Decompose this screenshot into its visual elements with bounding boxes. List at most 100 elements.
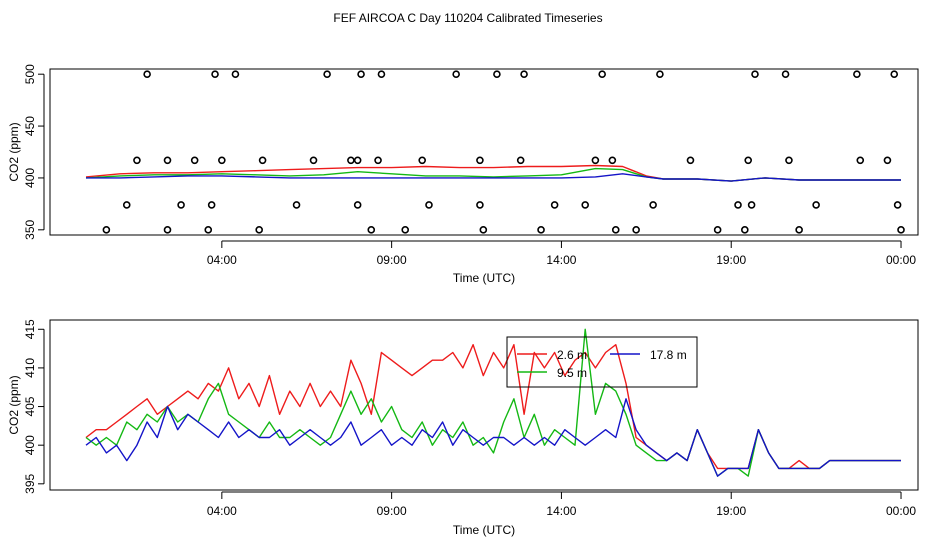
top-y-tick-label: 350 [23, 219, 37, 239]
bottom-x-tick-label: 19:00 [716, 504, 746, 518]
bottom-series-line-17-8-m [85, 398, 901, 477]
top-marker-point [785, 156, 793, 165]
top-x-tick-label: 14:00 [546, 253, 576, 267]
top-marker-point [292, 201, 301, 209]
top-marker-point [744, 156, 753, 165]
top-x-tick-label: 00:00 [886, 253, 916, 267]
top-marker-point [476, 201, 484, 209]
top-marker-point [353, 201, 362, 209]
figure-title: FEF AIRCOA C Day 110204 Calibrated Times… [333, 11, 602, 25]
bottom-series-line-9-5-m [85, 328, 901, 477]
top-marker-point [255, 226, 263, 234]
bottom-x-tick-label: 14:00 [546, 504, 576, 518]
top-marker-point [190, 156, 199, 165]
top-x-tick-label: 19:00 [716, 253, 746, 267]
top-marker-point [207, 201, 216, 209]
top-marker-point [897, 226, 905, 234]
top-y-tick-label: 500 [23, 64, 37, 84]
legend-label: 17.8 m [650, 348, 687, 362]
top-marker-point [377, 70, 386, 78]
top-marker-point [520, 70, 528, 78]
top-marker-point [418, 156, 426, 165]
legend-label: 9.5 m [557, 366, 587, 380]
bottom-y-axis-label: CO2 (ppm) [7, 375, 21, 434]
top-marker-point [452, 70, 460, 78]
top-marker-point [741, 226, 749, 234]
bottom-legend: 2.6 m 9.5 m 17.8 m [506, 336, 698, 388]
top-marker-point [550, 201, 559, 209]
top-series-line-17-8-m [86, 173, 901, 182]
top-marker-point [143, 70, 151, 78]
top-marker-point [347, 156, 355, 165]
top-marker-point [309, 156, 318, 165]
top-marker-point [537, 226, 545, 234]
top-marker-point [231, 70, 240, 78]
top-y-tick-label: 450 [23, 116, 37, 136]
top-marker-point [425, 201, 433, 209]
top-x-axis-label: Time (UTC) [453, 271, 515, 285]
top-marker-point [795, 226, 803, 234]
top-y-tick-label: 400 [23, 168, 37, 188]
bottom-x-axis-label: Time (UTC) [453, 523, 515, 537]
top-marker-point [401, 226, 410, 234]
top-marker-point [893, 201, 902, 209]
top-marker-point [102, 226, 111, 234]
top-plot-frame [49, 68, 919, 236]
top-marker-point [258, 156, 267, 165]
top-marker-point [581, 201, 590, 209]
top-marker-point [611, 226, 620, 234]
top-marker-point [686, 156, 695, 165]
top-marker-point [493, 70, 501, 78]
top-x-tick-label: 04:00 [207, 253, 237, 267]
top-marker-point [713, 226, 722, 234]
top-marker-point [163, 156, 172, 165]
top-marker-point [479, 226, 488, 234]
top-marker-point [218, 156, 226, 165]
bottom-plot-area [85, 328, 901, 477]
bottom-x-tick-label: 04:00 [207, 504, 237, 518]
legend-box [506, 336, 698, 388]
bottom-y-tick-label: 410 [23, 358, 37, 378]
top-chart-panel: 04:00 09:00 14:00 19:00 00:00 Time (UTC) 350 40… [7, 64, 919, 285]
top-marker-point [374, 156, 382, 165]
bottom-y-tick-label: 395 [23, 473, 37, 493]
legend-label: 2.6 m [557, 348, 587, 362]
top-marker-point [323, 70, 331, 78]
top-marker-point [883, 156, 892, 165]
top-marker-point [133, 156, 141, 165]
top-x-tick-label: 09:00 [377, 253, 407, 267]
bottom-x-tick-label: 00:00 [886, 504, 916, 518]
top-marker-point [812, 201, 820, 209]
top-marker-point [656, 70, 664, 78]
top-marker-point [649, 201, 657, 209]
top-marker-point [751, 70, 759, 78]
top-marker-point [747, 201, 756, 209]
top-marker-point [516, 156, 525, 165]
bottom-x-tick-label: 09:00 [377, 504, 407, 518]
top-marker-point [367, 226, 376, 234]
top-marker-point [734, 201, 742, 209]
top-marker-point [357, 70, 365, 78]
top-marker-point [632, 226, 640, 234]
bottom-y-tick-label: 415 [23, 319, 37, 339]
top-marker-point [591, 156, 600, 165]
top-marker-point [122, 201, 131, 209]
bottom-chart-panel: 04:00 09:00 14:00 19:00 00:00 Time (UTC) 395 40… [7, 319, 919, 537]
bottom-plot-frame [49, 319, 919, 491]
top-marker-point [853, 70, 861, 78]
top-marker-point [476, 156, 484, 165]
top-marker-point [890, 70, 899, 78]
bottom-series-line-2-6-m [85, 344, 901, 470]
top-marker-point [204, 226, 213, 234]
top-plot-area [85, 164, 901, 182]
top-marker-point [353, 156, 362, 165]
top-marker-point [608, 156, 617, 165]
top-marker-point [163, 226, 172, 234]
bottom-y-tick-label: 405 [23, 396, 37, 416]
top-marker-point [598, 70, 606, 78]
top-marker-point [211, 70, 219, 78]
top-marker-point [781, 70, 790, 78]
top-y-axis-label: CO2 (ppm) [7, 122, 21, 181]
bottom-y-tick-label: 400 [23, 435, 37, 455]
